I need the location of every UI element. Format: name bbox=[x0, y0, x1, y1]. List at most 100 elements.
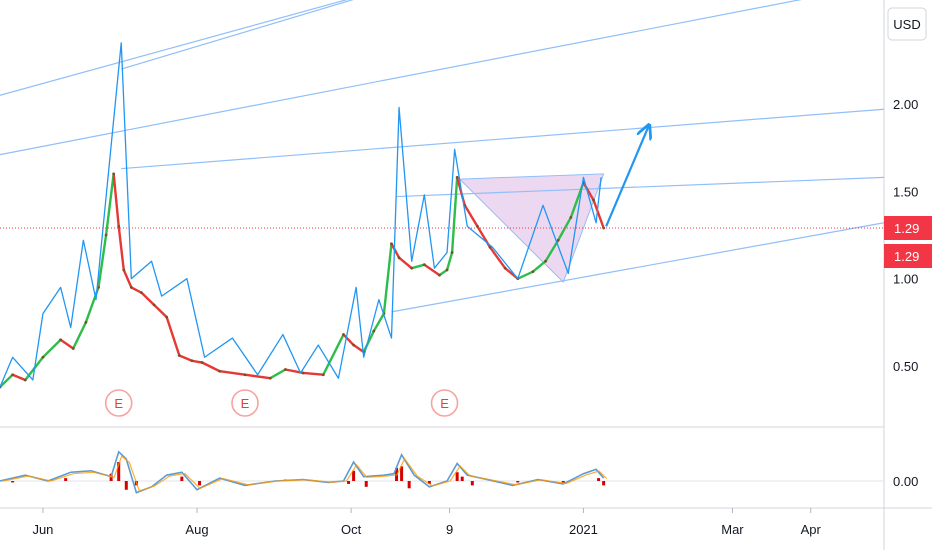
price-segment bbox=[41, 338, 62, 359]
price-segment bbox=[390, 242, 401, 259]
price-point bbox=[84, 320, 88, 324]
price-segment bbox=[450, 176, 459, 254]
price-segment bbox=[97, 233, 108, 289]
price-tag: 1.29 bbox=[884, 244, 932, 268]
time-tick-label: Jun bbox=[32, 522, 53, 537]
price-segment bbox=[301, 371, 325, 376]
price-point bbox=[390, 242, 393, 246]
price-point bbox=[11, 373, 15, 377]
price-point bbox=[165, 315, 169, 319]
time-tick-label: 2021 bbox=[569, 522, 598, 537]
price-segment bbox=[556, 216, 573, 242]
time-tick-label: Mar bbox=[721, 522, 744, 537]
channel-line bbox=[391, 222, 884, 313]
price-segment bbox=[130, 286, 143, 294]
price-segment bbox=[322, 333, 345, 376]
price-segment bbox=[104, 172, 115, 237]
price-point bbox=[372, 329, 376, 333]
indicator-axis[interactable]: 0.00 bbox=[893, 474, 918, 489]
price-segment bbox=[140, 291, 156, 307]
trend-zigzag-layer bbox=[0, 42, 602, 388]
price-point bbox=[544, 259, 547, 263]
price-point bbox=[117, 224, 121, 228]
time-axis[interactable]: Jun Aug Oct 9 2021 Mar Apr bbox=[32, 508, 822, 537]
price-tick-label: 2.00 bbox=[893, 97, 918, 112]
channel-line bbox=[121, 0, 354, 70]
price-tag-bg bbox=[884, 216, 932, 240]
price-tag: 1.29 bbox=[884, 216, 932, 240]
price-point bbox=[200, 361, 204, 364]
earnings-marker[interactable]: E bbox=[430, 389, 459, 417]
price-point bbox=[177, 354, 181, 357]
channel-line bbox=[396, 176, 884, 198]
price-segment bbox=[11, 373, 27, 382]
price-segment bbox=[59, 338, 75, 350]
price-point bbox=[592, 198, 595, 202]
price-segment bbox=[112, 172, 120, 228]
earnings-marker[interactable]: E bbox=[231, 389, 259, 417]
earnings-marker-circle bbox=[231, 389, 259, 417]
price-segment bbox=[372, 312, 386, 333]
price-point bbox=[342, 333, 345, 336]
price-point bbox=[129, 286, 133, 289]
earnings-marker-label: E bbox=[440, 396, 449, 411]
price-tick-label: 1.50 bbox=[893, 184, 918, 199]
price-point bbox=[104, 233, 108, 237]
price-point bbox=[422, 263, 426, 267]
price-segment bbox=[592, 198, 605, 230]
price-segment bbox=[0, 373, 14, 389]
price-segment bbox=[342, 333, 355, 347]
price-point bbox=[569, 216, 573, 219]
price-segment bbox=[463, 204, 479, 228]
price-tag-label: 1.29 bbox=[894, 221, 919, 236]
time-tick-label: Oct bbox=[341, 522, 362, 537]
projection-layer bbox=[605, 125, 649, 227]
price-segment bbox=[243, 373, 272, 380]
price-segment bbox=[122, 268, 133, 289]
price-segment bbox=[190, 359, 204, 364]
price-point bbox=[321, 373, 325, 377]
price-point bbox=[503, 266, 507, 270]
indicator-layer bbox=[0, 450, 884, 494]
price-segment bbox=[165, 315, 181, 357]
price-point bbox=[410, 266, 414, 270]
currency-label: USD bbox=[893, 17, 920, 32]
price-segment bbox=[397, 256, 413, 270]
price-segment bbox=[117, 225, 125, 272]
price-point bbox=[41, 355, 45, 359]
price-segment bbox=[352, 343, 365, 354]
price-segment bbox=[218, 370, 247, 376]
indicator-tick-label: 0.00 bbox=[893, 474, 918, 489]
price-tag-label: 1.29 bbox=[894, 249, 919, 264]
price-segment bbox=[152, 303, 168, 319]
time-tick-label: 9 bbox=[446, 522, 453, 537]
price-point bbox=[268, 376, 272, 380]
price-tick-label: 1.00 bbox=[893, 272, 918, 287]
price-segment bbox=[410, 263, 426, 270]
price-segment bbox=[531, 260, 547, 273]
time-tick-label: Apr bbox=[801, 522, 822, 537]
price-point bbox=[438, 273, 441, 277]
price-point bbox=[450, 251, 454, 254]
price-point bbox=[112, 172, 116, 176]
price-point bbox=[284, 368, 287, 371]
price-point bbox=[556, 238, 560, 242]
channel-lines-layer bbox=[0, 0, 884, 313]
price-segment bbox=[423, 263, 441, 277]
time-tick-label: Aug bbox=[185, 522, 208, 537]
price-point bbox=[531, 270, 535, 274]
price-axis[interactable]: 0.50 1.00 1.50 2.00 bbox=[893, 97, 918, 374]
price-segment bbox=[382, 242, 393, 315]
price-point bbox=[352, 343, 355, 347]
price-tag-bg bbox=[884, 244, 932, 268]
price-point bbox=[455, 175, 459, 179]
trend-zigzag-line bbox=[0, 42, 602, 388]
price-segment bbox=[516, 270, 535, 280]
price-segment bbox=[544, 239, 560, 263]
earnings-marker[interactable]: E bbox=[104, 389, 133, 417]
currency-button[interactable]: USD bbox=[887, 7, 927, 41]
signal-line bbox=[2, 455, 608, 492]
